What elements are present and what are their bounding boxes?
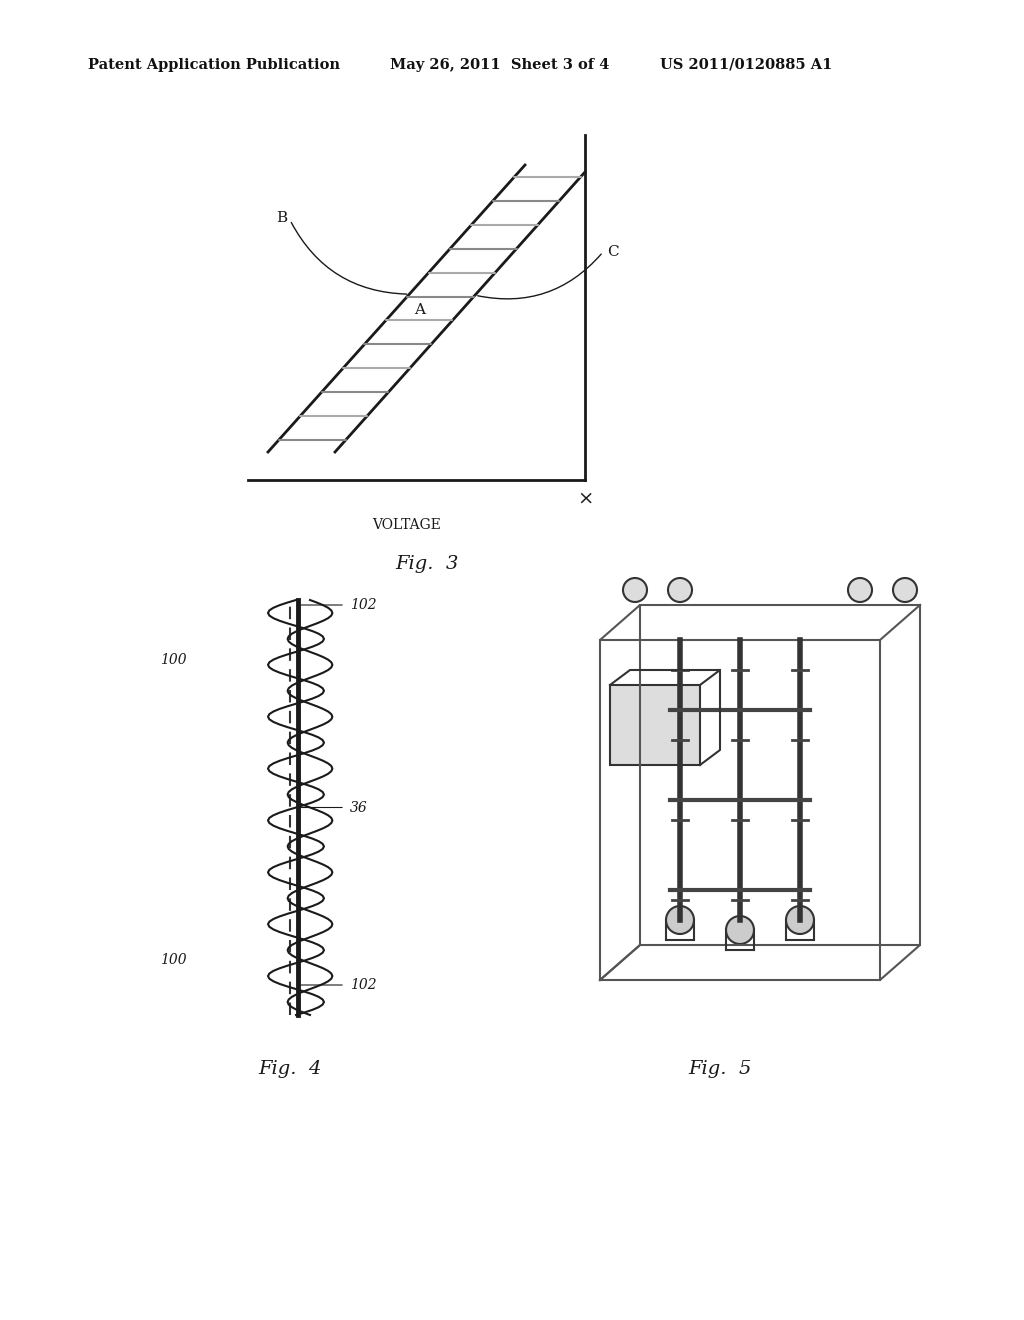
Text: VOLTAGE: VOLTAGE — [372, 517, 441, 532]
Text: Fig.  5: Fig. 5 — [688, 1060, 752, 1078]
Circle shape — [666, 906, 694, 935]
Text: Patent Application Publication: Patent Application Publication — [88, 58, 340, 73]
Text: ×: × — [577, 490, 593, 508]
Circle shape — [786, 906, 814, 935]
Text: 100: 100 — [161, 653, 187, 667]
Text: 102: 102 — [350, 978, 377, 993]
Text: 36: 36 — [350, 800, 368, 814]
Text: 102: 102 — [350, 598, 377, 612]
Text: May 26, 2011  Sheet 3 of 4: May 26, 2011 Sheet 3 of 4 — [390, 58, 609, 73]
Circle shape — [623, 578, 647, 602]
Text: B: B — [276, 211, 288, 224]
Text: 100: 100 — [161, 953, 187, 968]
Bar — [610, 685, 700, 766]
Text: Fig.  4: Fig. 4 — [258, 1060, 322, 1078]
Circle shape — [668, 578, 692, 602]
Text: Fig.  3: Fig. 3 — [395, 554, 458, 573]
Circle shape — [848, 578, 872, 602]
Circle shape — [893, 578, 918, 602]
Text: US 2011/0120885 A1: US 2011/0120885 A1 — [660, 58, 833, 73]
Text: C: C — [607, 246, 618, 259]
Text: A: A — [415, 304, 426, 317]
Circle shape — [726, 916, 754, 944]
